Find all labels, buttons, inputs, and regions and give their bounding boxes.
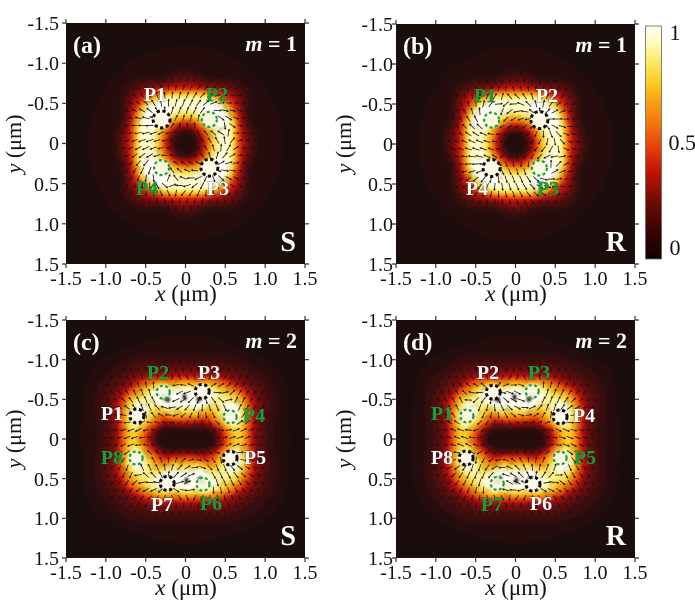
svg-text:m = 2: m = 2	[575, 328, 627, 353]
svg-text:0: 0	[383, 134, 393, 156]
svg-text:P2: P2	[536, 85, 558, 107]
svg-text:P1: P1	[101, 403, 123, 425]
svg-text:-1.0: -1.0	[27, 53, 59, 75]
svg-text:1.0: 1.0	[253, 562, 278, 584]
svg-text:-1.0: -1.0	[90, 562, 122, 584]
svg-text:1.5: 1.5	[34, 254, 59, 276]
svg-text:R: R	[606, 227, 627, 258]
svg-text:-1.5: -1.5	[27, 310, 59, 332]
svg-text:1.0: 1.0	[368, 508, 393, 530]
svg-text:P5: P5	[244, 447, 266, 469]
svg-text:1.0: 1.0	[583, 268, 608, 290]
svg-text:P4: P4	[243, 405, 265, 427]
svg-text:y (μm): y (μm)	[1, 115, 26, 176]
svg-text:P2: P2	[147, 362, 169, 384]
svg-text:P7: P7	[151, 494, 173, 516]
svg-text:P4: P4	[466, 178, 488, 200]
svg-text:(d): (d)	[403, 330, 432, 356]
svg-text:y (μm): y (μm)	[331, 410, 356, 471]
svg-text:x (μm): x (μm)	[484, 281, 547, 306]
svg-text:-1.0: -1.0	[420, 562, 452, 584]
svg-text:0.5: 0.5	[368, 469, 393, 491]
svg-text:1.5: 1.5	[293, 562, 318, 584]
svg-text:P1: P1	[474, 85, 496, 107]
svg-text:P3: P3	[528, 362, 550, 384]
svg-text:y (μm): y (μm)	[331, 115, 356, 176]
svg-text:-1.5: -1.5	[361, 310, 393, 332]
svg-text:-1.5: -1.5	[361, 14, 393, 36]
svg-text:P2: P2	[477, 362, 499, 384]
svg-text:x (μm): x (μm)	[484, 575, 547, 600]
svg-text:-0.5: -0.5	[27, 93, 59, 115]
svg-text:(b): (b)	[403, 34, 432, 60]
svg-text:P6: P6	[530, 493, 552, 515]
svg-text:0: 0	[49, 429, 59, 451]
svg-text:P7: P7	[481, 494, 503, 516]
svg-text:-0.5: -0.5	[27, 389, 59, 411]
svg-text:P4: P4	[573, 405, 595, 427]
svg-text:1: 1	[670, 20, 681, 45]
svg-text:1.5: 1.5	[34, 548, 59, 570]
svg-text:0: 0	[670, 235, 681, 260]
svg-text:P3: P3	[198, 362, 220, 384]
svg-text:1.0: 1.0	[34, 214, 59, 236]
svg-text:0.5: 0.5	[34, 469, 59, 491]
svg-text:P5: P5	[574, 447, 596, 469]
svg-text:P8: P8	[101, 447, 123, 469]
svg-text:m = 2: m = 2	[245, 328, 297, 353]
svg-text:1.5: 1.5	[293, 268, 318, 290]
svg-text:P1: P1	[144, 84, 166, 106]
svg-text:1.5: 1.5	[623, 562, 648, 584]
svg-text:-1.0: -1.0	[361, 54, 393, 76]
svg-text:P2: P2	[206, 84, 228, 106]
svg-text:1.0: 1.0	[368, 214, 393, 236]
svg-text:m = 1: m = 1	[575, 32, 627, 57]
svg-text:1.0: 1.0	[34, 508, 59, 530]
svg-text:-1.0: -1.0	[27, 350, 59, 372]
svg-text:P4: P4	[136, 178, 158, 200]
svg-text:-0.5: -0.5	[361, 389, 393, 411]
svg-text:P6: P6	[200, 493, 222, 515]
svg-text:1.5: 1.5	[368, 254, 393, 276]
svg-text:0.5: 0.5	[669, 130, 695, 155]
svg-text:1.0: 1.0	[253, 268, 278, 290]
svg-text:1.0: 1.0	[583, 562, 608, 584]
svg-text:(c): (c)	[73, 330, 100, 356]
svg-text:P8: P8	[431, 447, 453, 469]
svg-text:R: R	[606, 521, 627, 552]
svg-text:S: S	[280, 521, 296, 552]
svg-text:-1.0: -1.0	[420, 268, 452, 290]
svg-text:0.5: 0.5	[368, 174, 393, 196]
svg-text:1.5: 1.5	[623, 268, 648, 290]
svg-text:m = 1: m = 1	[245, 31, 297, 56]
svg-text:P3: P3	[537, 178, 559, 200]
svg-text:x (μm): x (μm)	[154, 281, 217, 306]
svg-text:0: 0	[383, 429, 393, 451]
svg-text:x (μm): x (μm)	[154, 575, 217, 600]
svg-text:S: S	[280, 227, 296, 258]
svg-text:0: 0	[49, 133, 59, 155]
svg-text:(a): (a)	[73, 33, 101, 59]
svg-text:y (μm): y (μm)	[1, 410, 26, 471]
svg-text:-1.0: -1.0	[90, 268, 122, 290]
svg-text:-1.0: -1.0	[361, 350, 393, 372]
svg-text:0.5: 0.5	[34, 174, 59, 196]
svg-text:1.5: 1.5	[368, 548, 393, 570]
svg-text:-0.5: -0.5	[361, 94, 393, 116]
svg-text:P1: P1	[431, 403, 453, 425]
svg-text:P3: P3	[207, 178, 229, 200]
svg-text:-1.5: -1.5	[27, 13, 59, 35]
